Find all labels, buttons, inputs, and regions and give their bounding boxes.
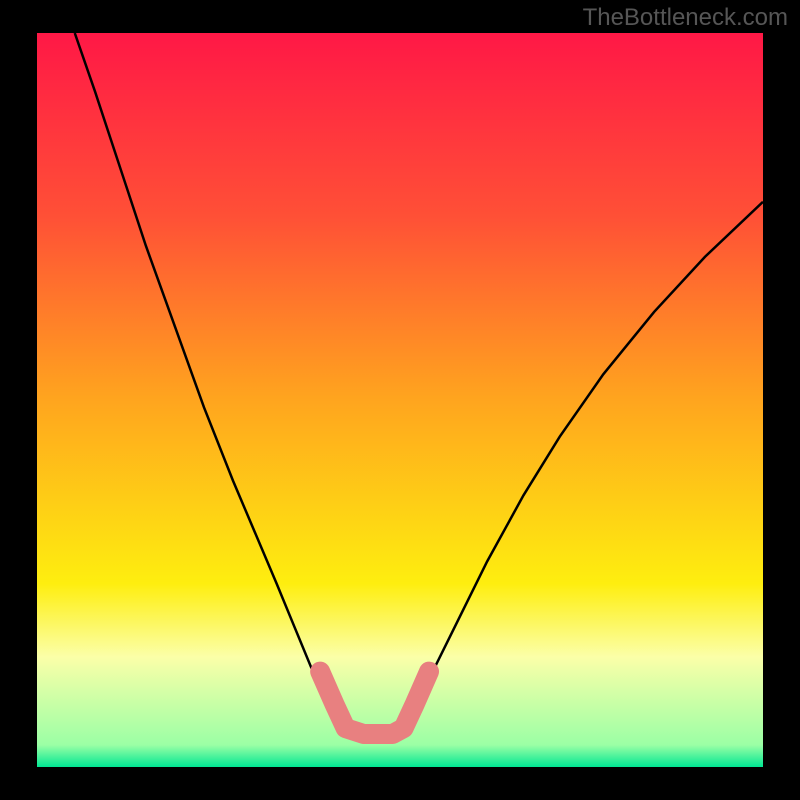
left-curve — [75, 33, 335, 723]
watermark-text: TheBottleneck.com — [583, 4, 788, 32]
chart-plot-area — [37, 33, 763, 767]
chart-overlay-svg — [37, 33, 763, 767]
right-curve — [411, 202, 763, 723]
bottom-sweet-spot-marker — [320, 672, 429, 734]
